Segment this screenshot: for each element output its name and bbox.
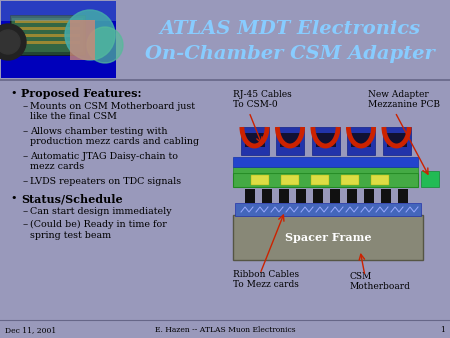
Bar [233,173,418,187]
Bar [281,175,299,185]
Bar [12,18,83,52]
Bar [1,1,116,78]
Bar [381,189,391,203]
Bar [15,20,80,23]
Bar [347,127,375,155]
Bar [387,133,406,147]
Bar [296,189,306,203]
Text: RJ-45 Cables
To CSM-0: RJ-45 Cables To CSM-0 [233,90,292,110]
Bar [233,157,418,167]
Bar [233,215,423,260]
Bar [382,127,410,155]
Bar [421,171,439,187]
Text: –: – [23,220,28,229]
Circle shape [0,30,20,54]
Bar [311,127,339,155]
Bar [398,189,408,203]
Text: On-Chamber CSM Adapter: On-Chamber CSM Adapter [145,45,435,63]
Bar [341,175,359,185]
Bar [351,133,371,147]
Bar [330,189,340,203]
Text: Proposed Features:: Proposed Features: [21,88,141,99]
Bar [240,127,269,155]
Text: ATLAS MDT Electronics: ATLAS MDT Electronics [159,20,421,38]
Bar [10,15,85,55]
Text: Allows chamber testing with
production mezz cards and cabling: Allows chamber testing with production m… [30,127,199,146]
Text: –: – [23,102,28,111]
Bar [315,133,336,147]
Text: –: – [23,127,28,136]
Text: (Could be) Ready in time for
spring test beam: (Could be) Ready in time for spring test… [30,220,167,240]
Text: New Adapter
Mezzanine PCB: New Adapter Mezzanine PCB [368,90,440,110]
Bar [364,189,374,203]
Bar [15,27,80,30]
Bar [347,189,357,203]
Bar [15,34,80,37]
Text: 1: 1 [440,326,445,334]
Text: Mounts on CSM Motherboard just
like the final CSM: Mounts on CSM Motherboard just like the … [30,102,195,121]
Text: •: • [10,193,17,203]
Text: –: – [23,207,28,216]
Bar [15,41,80,44]
Text: CSM
Motherboard: CSM Motherboard [350,272,411,291]
Text: Ribbon Cables
To Mezz cards: Ribbon Cables To Mezz cards [233,270,299,289]
Bar [276,127,304,155]
Text: •: • [10,88,17,98]
Bar [235,203,421,216]
Bar [280,133,300,147]
Text: Spacer Frame: Spacer Frame [285,232,371,243]
Bar [233,167,418,173]
Text: –: – [23,152,28,161]
Bar [313,189,323,203]
Bar [371,175,389,185]
Circle shape [87,27,123,63]
Bar [245,189,255,203]
Bar [244,133,265,147]
Circle shape [65,10,115,60]
Bar [279,189,289,203]
Text: E. Hazen -- ATLAS Muon Electronics: E. Hazen -- ATLAS Muon Electronics [155,326,295,334]
Text: Status/Schedule: Status/Schedule [21,193,122,204]
Text: Automatic JTAG Daisy-chain to
mezz cards: Automatic JTAG Daisy-chain to mezz cards [30,152,178,171]
Text: –: – [23,177,28,186]
Text: Can start design immediately: Can start design immediately [30,207,171,216]
Bar [311,175,329,185]
Circle shape [0,24,26,60]
Bar [251,175,269,185]
Bar [1,1,116,21]
Bar [262,189,272,203]
Bar [70,20,95,60]
Text: LVDS repeaters on TDC signals: LVDS repeaters on TDC signals [30,177,181,186]
Text: Dec 11, 2001: Dec 11, 2001 [5,326,56,334]
